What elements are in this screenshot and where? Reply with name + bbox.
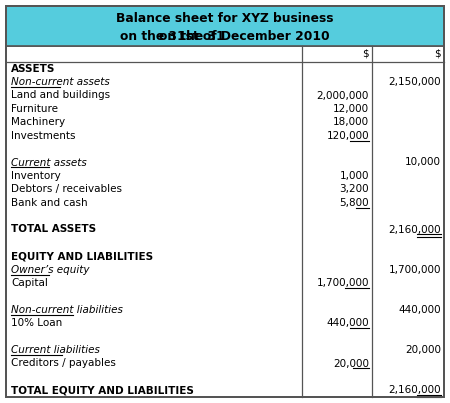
Text: 1,700,000: 1,700,000 — [316, 278, 369, 288]
Text: EQUITY AND LIABILITIES: EQUITY AND LIABILITIES — [11, 251, 153, 261]
Bar — [6, 46, 444, 397]
Text: TOTAL ASSETS: TOTAL ASSETS — [11, 224, 96, 235]
Text: Owner’s equity: Owner’s equity — [11, 265, 90, 275]
Text: $: $ — [434, 49, 441, 59]
Text: on the 31: on the 31 — [159, 29, 225, 42]
Text: 440,000: 440,000 — [398, 305, 441, 315]
Text: 1,000: 1,000 — [339, 171, 369, 181]
Text: Balance sheet for XYZ business: Balance sheet for XYZ business — [116, 12, 334, 25]
Text: 5,800: 5,800 — [339, 198, 369, 208]
Text: TOTAL EQUITY AND LIABILITIES: TOTAL EQUITY AND LIABILITIES — [11, 385, 194, 395]
Text: 440,000: 440,000 — [326, 318, 369, 328]
Text: 2,150,000: 2,150,000 — [388, 77, 441, 87]
Text: 10% Loan: 10% Loan — [11, 318, 62, 328]
Text: 2,160,000: 2,160,000 — [388, 224, 441, 235]
Text: Creditors / payables: Creditors / payables — [11, 359, 116, 368]
Text: $: $ — [362, 49, 369, 59]
Text: 1,700,000: 1,700,000 — [388, 265, 441, 275]
Text: Inventory: Inventory — [11, 171, 61, 181]
Text: 20,000: 20,000 — [405, 345, 441, 355]
Text: Debtors / receivables: Debtors / receivables — [11, 184, 122, 194]
Text: on the 31st of December 2010: on the 31st of December 2010 — [120, 29, 330, 42]
Text: Furniture: Furniture — [11, 104, 58, 114]
Text: 20,000: 20,000 — [333, 359, 369, 368]
Text: Current assets: Current assets — [11, 158, 87, 168]
Text: Bank and cash: Bank and cash — [11, 198, 88, 208]
Text: Land and buildings: Land and buildings — [11, 91, 110, 100]
Text: Capital: Capital — [11, 278, 48, 288]
Text: 10,000: 10,000 — [405, 158, 441, 168]
Text: Non-current liabilities: Non-current liabilities — [11, 305, 123, 315]
Text: 3,200: 3,200 — [339, 184, 369, 194]
Text: 18,000: 18,000 — [333, 117, 369, 127]
Text: Non-current assets: Non-current assets — [11, 77, 110, 87]
Bar — [6, 6, 444, 46]
Text: Current liabilities: Current liabilities — [11, 345, 100, 355]
Text: Machinery: Machinery — [11, 117, 65, 127]
Text: 2,160,000: 2,160,000 — [388, 385, 441, 395]
Text: ASSETS: ASSETS — [11, 64, 55, 74]
Text: 120,000: 120,000 — [326, 131, 369, 141]
Text: 12,000: 12,000 — [333, 104, 369, 114]
Text: Investments: Investments — [11, 131, 76, 141]
Text: 2,000,000: 2,000,000 — [317, 91, 369, 100]
